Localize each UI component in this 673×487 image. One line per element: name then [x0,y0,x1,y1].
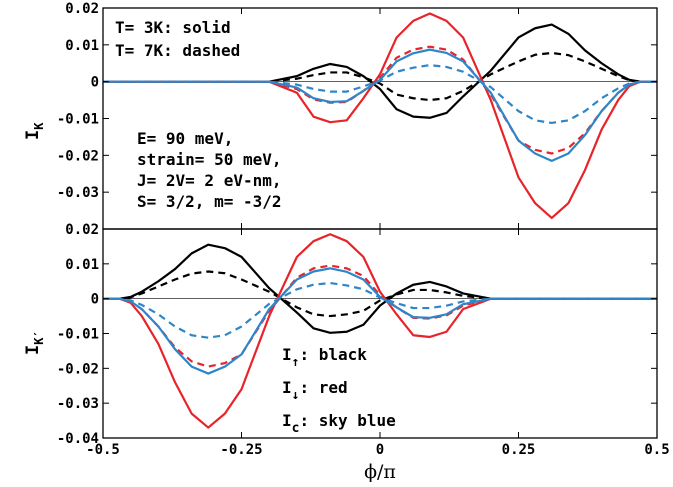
color-legend-down: I↓: red [282,378,348,403]
bottom-y-tick-label: -0.03 [57,396,99,412]
top-panel: -0.03 -0.02 -0.01 0 0.01 0.02 IK T= 3K: solid… [23,1,658,230]
color-legend-up-base: I [282,345,292,364]
top-series-line-1 [103,51,657,102]
svg-text:IK: IK [23,122,46,140]
x-tick-label: 0.5 [644,442,669,458]
bottom-y-tick-label: 0.02 [65,222,99,238]
legend-line-dashed: T= 7K: dashed [115,41,240,60]
bottom-series-line-1 [103,270,657,318]
bottom-panel: -0.04 -0.03 -0.02 -0.01 0 0.01 0.02 -0.5 -0.25 0… [23,222,670,483]
x-tick-label: 0.25 [502,442,536,458]
color-legend-down-text: : red [299,378,347,397]
top-y-label-main: I [23,130,43,140]
color-legend-charge-text: : sky blue [299,411,395,430]
top-series-line-4 [103,48,657,162]
top-series-group [103,12,657,220]
bottom-series-line-5 [103,281,657,339]
top-y-tick-label: 0 [91,75,99,91]
top-series-line-5 [103,63,657,125]
color-legend-up-sub: ↑ [292,355,300,370]
bottom-series-group [103,233,657,429]
top-y-tick-label: -0.02 [57,148,99,164]
bottom-series-line-3 [103,264,657,368]
param-coupling: J= 2V= 2 eV-nm, [137,171,282,190]
param-spin: S= 3/2, m= -3/2 [137,192,282,211]
top-y-tick-label: -0.03 [57,185,99,201]
bottom-x-ticks: -0.5 -0.25 0 0.25 0.5 [86,229,670,458]
top-y-label-sub: K [32,122,46,130]
top-y-axis-label: IK [23,122,46,140]
bottom-y-tick-label: -0.02 [57,361,99,377]
bottom-series-line-2 [103,233,657,429]
bottom-y-tick-label: 0.01 [65,257,99,273]
bottom-y-ticks: -0.04 -0.03 -0.02 -0.01 0 0.01 0.02 [57,222,657,447]
bottom-series-line-0 [103,243,657,334]
bottom-y-tick-label: -0.01 [57,327,99,343]
x-tick-label: 0 [376,442,384,458]
legend-line-solid: T= 3K: solid [115,18,231,37]
color-legend-up: I↑: black [282,345,367,370]
bottom-y-tick-label: -0.04 [57,431,99,447]
top-y-tick-label: 0.02 [65,1,99,17]
top-y-tick-label: -0.01 [57,112,99,128]
bottom-y-tick-label: 0 [91,292,99,308]
bottom-series-line-4 [103,267,657,375]
x-axis-label: ϕ/π [364,461,396,483]
color-legend-charge-base: I [282,411,292,430]
bottom-y-label-sub: K′ [32,330,46,344]
bottom-y-axis-label: IK′ [23,330,46,355]
color-legend-down-sub: ↓ [292,388,300,403]
bottom-y-label-main: I [23,345,43,355]
top-y-tick-label: 0.01 [65,38,99,54]
x-tick-label: -0.25 [220,442,262,458]
param-energy: E= 90 meV, [137,129,233,148]
color-legend-down-base: I [282,378,292,397]
color-legend-charge: Ic: sky blue [282,411,396,436]
param-strain: strain= 50 meV, [137,150,282,169]
color-legend-up-text: : black [299,345,367,364]
bottom-plot-frame [102,228,658,439]
x-tick-label: -0.5 [86,442,120,458]
color-legend-charge-sub: c [292,421,300,436]
top-series-line-0 [103,23,657,119]
svg-text:IK′: IK′ [23,330,46,355]
